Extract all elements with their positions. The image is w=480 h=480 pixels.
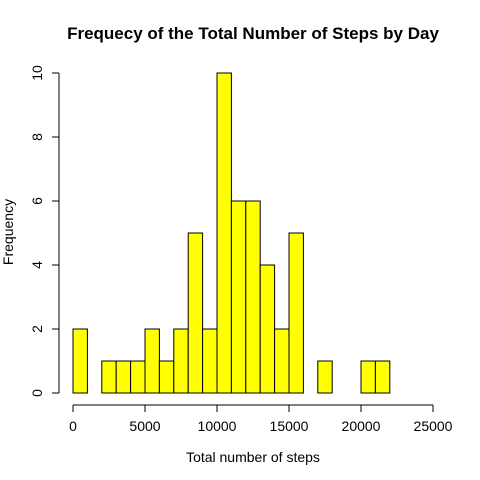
histogram-bar	[187, 232, 204, 394]
y-axis-label: Frequency	[0, 199, 16, 265]
x-tick-label: 25000	[414, 418, 453, 434]
y-tick-label: 4	[29, 261, 45, 269]
histogram-bar	[144, 328, 160, 394]
y-axis: 0 2 4 6 8 10	[29, 65, 60, 397]
y-tick-label: 10	[29, 65, 45, 81]
y-tick-label: 6	[29, 197, 45, 205]
histogram-bar	[230, 200, 247, 394]
bars-group	[72, 72, 391, 394]
histogram-bar	[374, 360, 391, 394]
histogram-bar	[245, 200, 261, 394]
x-axis-label: Total number of steps	[186, 449, 320, 465]
x-tick-label: 10000	[198, 418, 237, 434]
histogram-bar	[158, 360, 175, 394]
y-tick-label: 0	[29, 389, 45, 397]
y-tick-label: 8	[29, 133, 45, 141]
x-tick-label: 15000	[270, 418, 309, 434]
histogram-bar	[360, 360, 376, 394]
histogram-bar	[288, 232, 304, 394]
x-axis: 0 5000 10000 15000 20000 25000	[69, 404, 453, 434]
x-tick-label: 0	[69, 418, 77, 434]
chart-title: Frequecy of the Total Number of Steps by…	[67, 24, 439, 43]
histogram-bar	[317, 360, 333, 394]
histogram-bar	[202, 328, 218, 394]
histogram-bar	[274, 328, 290, 394]
histogram-bar	[130, 360, 146, 394]
histogram-bar	[101, 360, 117, 394]
y-tick-label: 2	[29, 325, 45, 333]
histogram-bar	[115, 360, 132, 394]
histogram-bar	[216, 72, 232, 394]
x-tick-label: 5000	[129, 418, 160, 434]
histogram-bar	[259, 264, 276, 394]
histogram-bar	[173, 328, 189, 394]
histogram-bar	[72, 328, 88, 394]
x-tick-label: 20000	[342, 418, 381, 434]
